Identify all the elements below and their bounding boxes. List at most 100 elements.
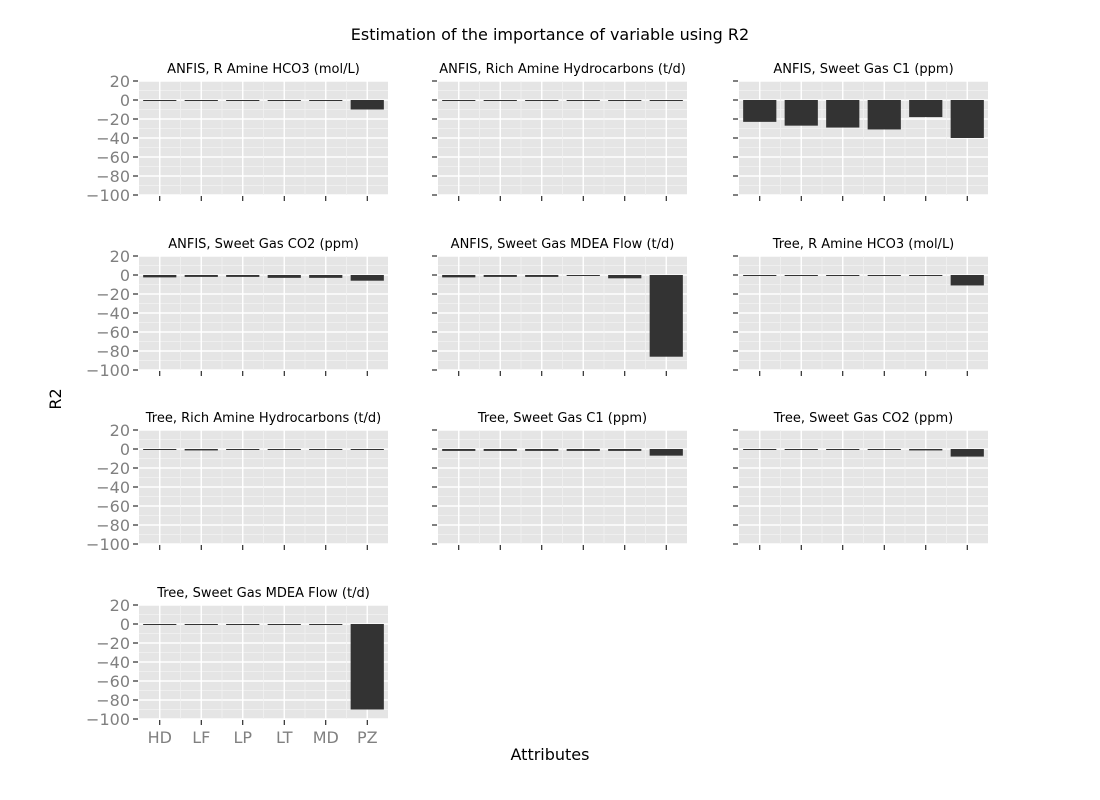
facet-panel: Tree, R Amine HCO3 (mol/L) [733,237,988,376]
bar-hd [442,449,476,451]
facet-panel: Tree, Rich Amine Hydrocarbons (t/d) 200−2… [86,411,388,554]
x-tick-label: PZ [357,728,378,747]
bar-lf [483,449,517,451]
bar-pz [350,624,384,710]
y-tick-label: 20 [110,72,130,91]
y-tick-label: 20 [110,247,130,266]
chart-title: Estimation of the importance of variable… [351,25,749,44]
y-tick-label: 0 [120,266,130,285]
bar-pz [950,275,984,286]
x-tick-label: HD [148,728,172,747]
bar-lp [226,449,260,450]
y-tick-label: 0 [120,440,130,459]
facet-panel: ANFIS, Sweet Gas MDEA Flow (t/d) [432,237,687,376]
bar-lp [525,449,559,451]
y-tick-label: −20 [96,110,130,129]
x-tick-label: LT [276,728,293,747]
x-axis-title: Attributes [511,745,590,764]
y-tick-label: 0 [120,91,130,110]
bar-lt [867,449,901,450]
y-tick-label: 20 [110,596,130,615]
bar-lf [184,100,218,101]
bar-md [309,275,343,278]
facet-panel: Tree, Sweet Gas MDEA Flow (t/d) 200−20−40… [86,586,388,747]
bar-lf [784,275,818,276]
panel-title: Tree, Sweet Gas MDEA Flow (t/d) [156,586,370,601]
bar-hd [143,100,177,101]
y-tick-label: −100 [86,361,130,380]
facet-panel: ANFIS, R Amine HCO3 (mol/L)200−20−40−60−… [86,62,388,205]
y-tick-label: −40 [96,304,130,323]
facet-panels: ANFIS, R Amine HCO3 (mol/L)200−20−40−60−… [86,62,988,747]
bar-lf [784,100,818,126]
bar-md [309,100,343,101]
bar-hd [143,624,177,625]
y-tick-label: −40 [96,129,130,148]
bar-lp [525,100,559,101]
panel-title: Tree, Sweet Gas CO2 (ppm) [773,411,953,426]
bar-md [309,624,343,625]
panel-title: Tree, R Amine HCO3 (mol/L) [772,237,955,252]
bar-md [909,100,943,118]
y-tick-label: −80 [96,342,130,361]
panel-title: Tree, Sweet Gas C1 (ppm) [477,411,647,426]
panel-title: Tree, Rich Amine Hydrocarbons (t/d) [145,411,381,426]
bar-lt [566,100,600,101]
bar-lp [826,449,860,450]
facet-panel: ANFIS, Sweet Gas C1 (ppm) [733,62,988,201]
bar-lp [226,100,260,101]
bar-pz [950,100,984,138]
bar-lt [267,449,301,450]
bar-md [608,275,642,279]
bar-hd [743,275,777,276]
bar-lt [267,275,301,278]
bar-lt [867,100,901,130]
bar-lt [267,624,301,625]
bar-hd [743,100,777,122]
bar-lp [826,100,860,128]
bar-lt [566,275,600,276]
bar-md [608,100,642,101]
bar-lf [184,275,218,277]
facet-panel: ANFIS, Sweet Gas CO2 (ppm) 200−20−40−60−8… [86,237,388,380]
y-tick-label: −100 [86,535,130,554]
bar-md [909,449,943,451]
y-axis-title: R2 [46,388,65,409]
bar-hd [143,449,177,450]
x-tick-label: LF [192,728,210,747]
y-tick-label: −60 [96,672,130,691]
y-tick-label: −60 [96,497,130,516]
y-tick-label: −80 [96,516,130,535]
y-tick-label: −80 [96,167,130,186]
bar-lt [267,100,301,101]
bar-hd [743,449,777,450]
bar-lp [226,624,260,625]
bar-md [608,449,642,451]
bar-pz [649,449,683,456]
facet-panel: Tree, Sweet Gas C1 (ppm) [432,411,687,550]
bar-lp [826,275,860,276]
panel-title: ANFIS, Sweet Gas MDEA Flow (t/d) [451,237,675,252]
bar-hd [442,275,476,278]
bar-lt [867,275,901,276]
bar-pz [350,449,384,450]
bar-pz [350,275,384,281]
bar-lt [566,449,600,451]
bar-md [309,449,343,450]
bar-pz [649,275,683,357]
panel-title: ANFIS, Sweet Gas CO2 (ppm) [168,237,359,252]
panel-title: ANFIS, Rich Amine Hydrocarbons (t/d) [439,62,686,77]
bar-lf [483,100,517,101]
y-tick-label: 0 [120,615,130,634]
bar-pz [649,100,683,101]
x-tick-label: MD [313,728,339,747]
y-tick-label: −60 [96,323,130,342]
bar-hd [143,275,177,278]
y-tick-label: −20 [96,285,130,304]
y-tick-label: −40 [96,653,130,672]
bar-hd [442,100,476,101]
bar-lp [226,275,260,277]
y-tick-label: −100 [86,710,130,729]
panel-title: ANFIS, R Amine HCO3 (mol/L) [167,62,360,77]
